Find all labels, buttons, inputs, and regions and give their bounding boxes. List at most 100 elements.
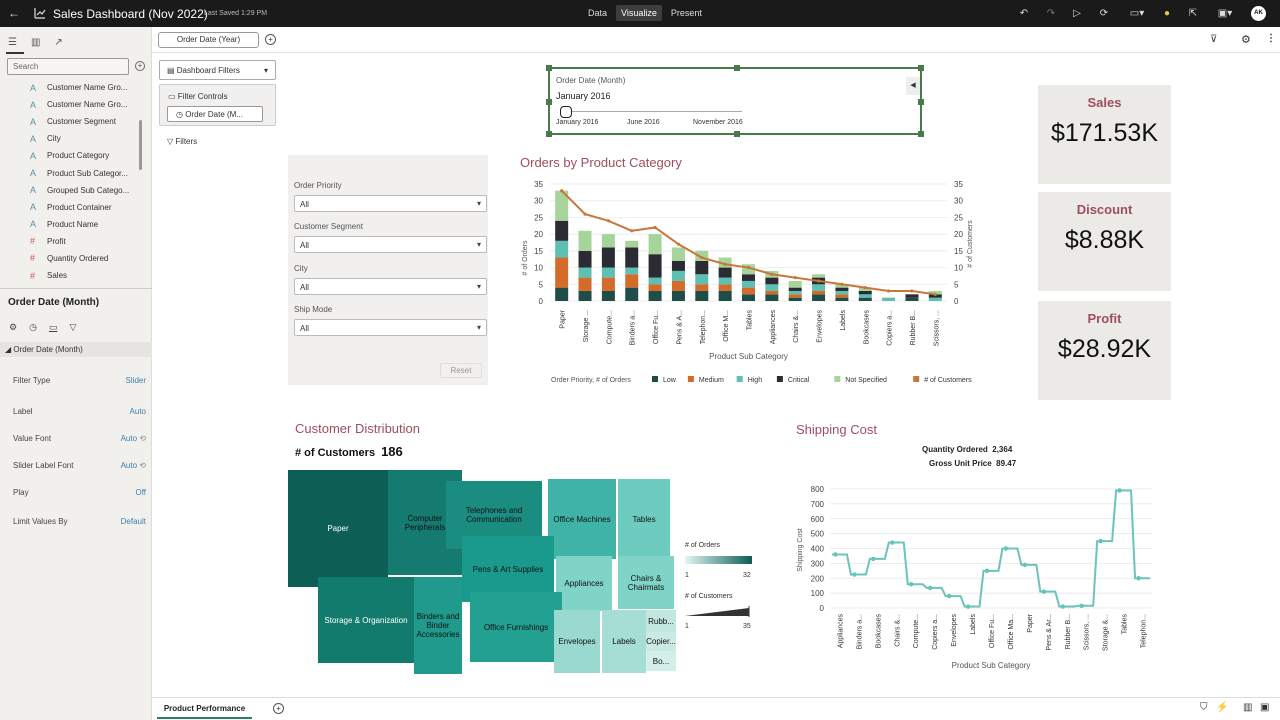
- prop-label-row[interactable]: Label Auto: [13, 407, 146, 416]
- dashboard-filters-button[interactable]: ▤ Dashboard Filters ▾: [159, 60, 276, 80]
- play-icon[interactable]: ▷: [1073, 8, 1081, 19]
- resize-handle[interactable]: [546, 131, 552, 137]
- treemap-tile[interactable]: Envelopes: [554, 610, 600, 673]
- slider-thumb[interactable]: [560, 106, 572, 118]
- prop-value[interactable]: Default: [120, 517, 146, 526]
- properties-section-header[interactable]: ◢ Order Date (Month): [0, 342, 152, 357]
- tab-visualize[interactable]: Visualize: [616, 5, 662, 21]
- ship-mode-select[interactable]: All: [294, 319, 487, 336]
- prop-value-font[interactable]: Value Font Auto ⟲: [13, 434, 146, 443]
- refresh-icon[interactable]: ⟲: [139, 434, 146, 443]
- visualizations-icon[interactable]: ▥: [30, 37, 41, 48]
- back-arrow-icon[interactable]: ←: [8, 6, 20, 20]
- field-item[interactable]: A Customer Name Gro...: [30, 96, 138, 113]
- order-date-year-filter[interactable]: Order Date (Year): [158, 32, 259, 48]
- auto-apply-icon[interactable]: ⚡: [1216, 702, 1229, 713]
- treemap-tile[interactable]: Binders and Binder Accessories: [414, 577, 462, 674]
- prop-value[interactable]: Off: [135, 488, 146, 497]
- layout-icon[interactable]: ▥: [1243, 702, 1253, 713]
- canvas-tab-product-performance[interactable]: Product Performance: [157, 700, 252, 719]
- tab-present[interactable]: Present: [670, 8, 702, 18]
- analytics-icon[interactable]: ↗: [54, 37, 63, 48]
- treemap-tile[interactable]: Tables: [618, 479, 670, 559]
- city-select[interactable]: All: [294, 278, 487, 295]
- resize-handle[interactable]: [918, 131, 924, 137]
- add-filter-icon[interactable]: +: [265, 34, 276, 45]
- shipping-cost-chart[interactable]: 0 100 200 300 400 500 600 700 800 Shipping Cost Ap…: [790, 478, 1160, 673]
- add-data-icon[interactable]: +: [135, 61, 145, 71]
- order-priority-select[interactable]: All: [294, 195, 487, 212]
- refresh-icon[interactable]: ⟲: [139, 461, 146, 470]
- data-elements-icon[interactable]: ☰: [8, 37, 17, 48]
- treemap-tile[interactable]: Office Machines: [548, 479, 616, 559]
- date-slider-viz[interactable]: Order Date (Month) January 2016 January …: [546, 65, 924, 137]
- grid-icon[interactable]: ▣: [1260, 702, 1270, 713]
- general-settings-icon[interactable]: ⚙: [9, 322, 18, 332]
- kpi-sales[interactable]: Sales $171.53K: [1038, 85, 1171, 184]
- field-item[interactable]: A Customer Name Gro...: [30, 79, 138, 96]
- filters-section[interactable]: ▽ Filters: [167, 137, 197, 146]
- treemap-tile[interactable]: Storage & Organization: [318, 577, 414, 663]
- redo-icon[interactable]: ↷: [1046, 8, 1056, 19]
- date-time-icon[interactable]: ◷: [29, 322, 37, 332]
- export-icon[interactable]: ⇱: [1188, 8, 1198, 19]
- field-item[interactable]: # Quantity Ordered: [30, 250, 138, 267]
- resize-handle[interactable]: [734, 65, 740, 71]
- resize-handle[interactable]: [546, 65, 552, 71]
- field-list-scrollbar[interactable]: [139, 120, 142, 170]
- save-menu-icon[interactable]: ▣▾: [1217, 8, 1233, 19]
- treemap-tile[interactable]: Labels: [602, 610, 646, 673]
- field-item[interactable]: # Sales: [30, 267, 138, 284]
- customer-treemap[interactable]: Paper Computer Peripherals Telephones an…: [288, 470, 678, 675]
- comment-menu-icon[interactable]: ▭▾: [1129, 8, 1145, 19]
- field-item[interactable]: A Product Name: [30, 216, 138, 233]
- kpi-discount[interactable]: Discount $8.88K: [1038, 192, 1171, 291]
- treemap-tile[interactable]: Rubb...: [646, 610, 676, 632]
- treemap-tile[interactable]: Appliances: [556, 556, 612, 611]
- customer-segment-select[interactable]: All: [294, 236, 487, 253]
- more-options-icon[interactable]: ⋮: [1266, 33, 1276, 44]
- treemap-tile[interactable]: Pens & Art Supplies: [462, 536, 554, 602]
- undo-icon[interactable]: ↶: [1019, 8, 1029, 19]
- axis-icon[interactable]: ▭: [48, 322, 58, 332]
- refresh-data-icon[interactable]: ⟳: [1099, 8, 1109, 19]
- canvas-settings-icon[interactable]: ⚙: [1241, 34, 1251, 46]
- filter-icon[interactable]: ▽: [69, 322, 77, 332]
- resize-handle[interactable]: [734, 131, 740, 137]
- treemap-tile[interactable]: Office Furnishings: [470, 592, 562, 662]
- collapse-arrow-icon[interactable]: ◀: [906, 77, 920, 95]
- field-item[interactable]: A Customer Segment: [30, 113, 138, 130]
- kpi-profit[interactable]: Profit $28.92K: [1038, 301, 1171, 400]
- field-item[interactable]: # Profit: [30, 233, 138, 250]
- field-item[interactable]: A Product Container: [30, 199, 138, 216]
- prop-play[interactable]: Play Off: [13, 488, 146, 497]
- treemap-tile[interactable]: Bo...: [646, 651, 676, 671]
- treemap-tile[interactable]: Chairs & Chairmats: [618, 556, 674, 609]
- field-item[interactable]: A Product Category: [30, 147, 138, 164]
- orders-by-category-chart[interactable]: 0 0 5 5 10 10 15 15 20 20 25 25 30 30 35 35 # of Orders #…: [510, 172, 990, 392]
- prop-value[interactable]: Auto ⟲: [121, 434, 146, 443]
- prop-value[interactable]: Auto ⟲: [121, 461, 146, 470]
- tab-data[interactable]: Data: [588, 8, 608, 18]
- field-item[interactable]: A Grouped Sub Catego...: [30, 182, 138, 199]
- prop-filter-type[interactable]: Filter Type Slider: [13, 376, 146, 385]
- prop-value[interactable]: Slider: [125, 376, 146, 385]
- filter-bar-icon[interactable]: ⊽: [1210, 34, 1218, 45]
- insights-bulb-icon[interactable]: ●: [1163, 8, 1171, 19]
- field-item[interactable]: A City: [30, 130, 138, 147]
- search-input[interactable]: Search: [7, 58, 129, 75]
- prop-limit-values[interactable]: Limit Values By Default: [13, 517, 146, 526]
- shield-icon[interactable]: ⛉: [1200, 702, 1208, 713]
- reset-button[interactable]: Reset: [440, 363, 482, 378]
- treemap-tile[interactable]: Paper: [288, 470, 388, 587]
- avatar[interactable]: AK: [1251, 6, 1266, 21]
- resize-handle[interactable]: [918, 99, 924, 105]
- resize-handle[interactable]: [918, 65, 924, 71]
- add-canvas-icon[interactable]: +: [273, 703, 284, 714]
- prop-value[interactable]: Auto: [129, 407, 146, 416]
- field-item[interactable]: A Product Sub Categor...: [30, 164, 138, 181]
- resize-handle[interactable]: [546, 99, 552, 105]
- treemap-tile[interactable]: Copier...: [646, 632, 676, 651]
- filter-control-item[interactable]: ◷ Order Date (M...: [167, 106, 263, 122]
- prop-slider-label-font[interactable]: Slider Label Font Auto ⟲: [13, 461, 146, 470]
